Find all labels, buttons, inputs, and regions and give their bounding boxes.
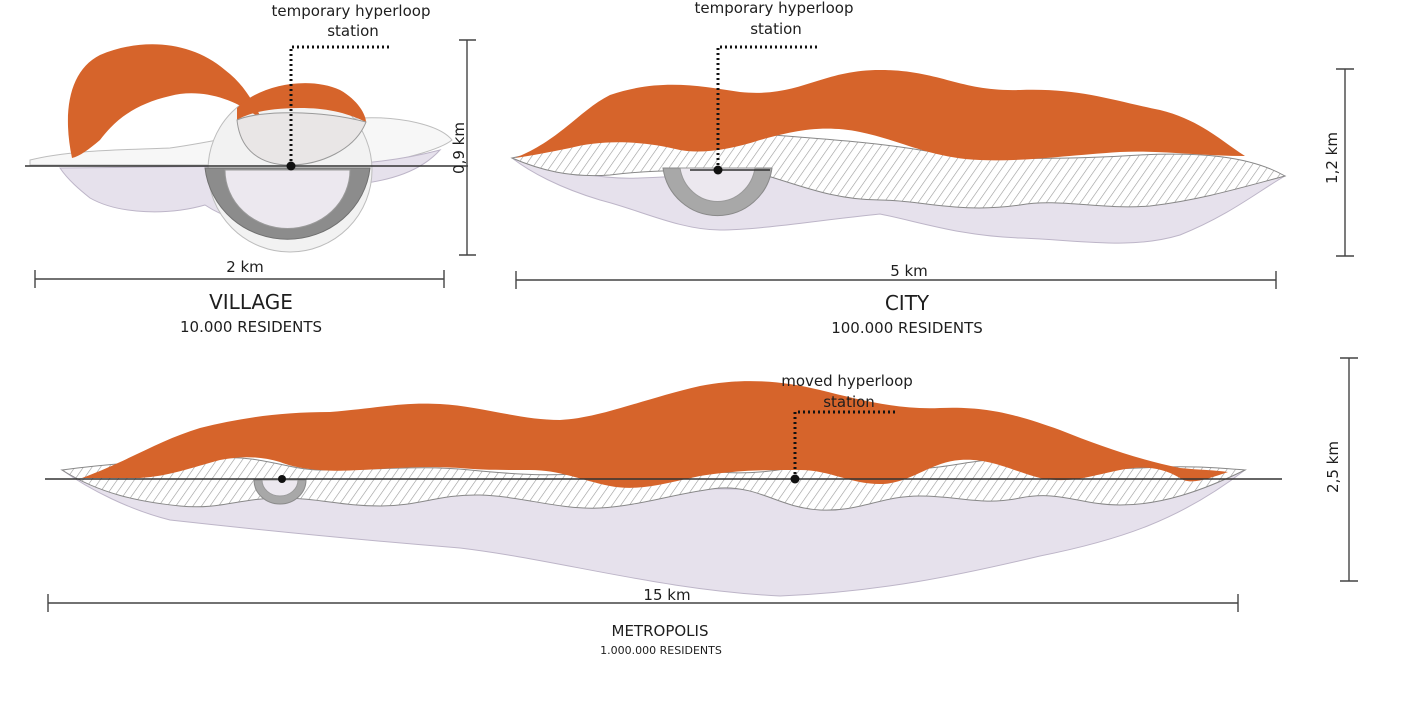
village-station-label: temporary hyperloop (272, 2, 431, 20)
city-width-label: 5 km (890, 262, 928, 280)
village-residents: 10.000 RESIDENTS (180, 318, 322, 336)
metropolis-station-dot (790, 474, 800, 484)
city-height-dimension (1336, 68, 1354, 257)
metropolis-station-label-2: station (823, 393, 875, 411)
metropolis-station-leader (793, 410, 895, 479)
city-station-label-2: station (750, 20, 802, 38)
metropolis-panel: moved hyperloop station 15 km 2,5 km MET… (45, 357, 1358, 657)
village-station-dot (286, 161, 296, 171)
metropolis-width-dimension (47, 594, 1239, 612)
village-title: VILLAGE (209, 290, 293, 314)
city-panel: temporary hyperloop station 5 km 1,2 km … (510, 0, 1354, 337)
city-title: CITY (885, 291, 930, 315)
metropolis-orange-zone (82, 381, 1228, 488)
city-station-dot (713, 165, 723, 175)
metropolis-height-label: 2,5 km (1324, 441, 1342, 493)
metropolis-old-station-dot (278, 475, 286, 483)
village-width-label: 2 km (226, 258, 264, 276)
city-orange-zone (515, 70, 1245, 161)
village-orange-dome (237, 83, 366, 122)
metropolis-title: METROPOLIS (612, 622, 709, 640)
metropolis-residents: 1.000.000 RESIDENTS (600, 644, 722, 657)
village-orange-crescent (67, 44, 262, 158)
metropolis-width-label: 15 km (643, 586, 690, 604)
village-height-dimension (459, 39, 476, 256)
village-station-leader (289, 45, 392, 166)
village-station-label-2: station (327, 22, 379, 40)
city-residents: 100.000 RESIDENTS (831, 319, 983, 337)
metropolis-height-dimension (1340, 357, 1358, 582)
village-panel: temporary hyperloop station 2 km 0,9 km … (25, 2, 476, 336)
city-height-label: 1,2 km (1323, 132, 1341, 184)
metropolis-station-label: moved hyperloop (781, 372, 913, 390)
village-height-label: 0,9 km (450, 122, 468, 174)
village-width-dimension (34, 270, 445, 288)
city-station-leader (716, 45, 818, 170)
city-station-label: temporary hyperloop (695, 0, 854, 17)
city-width-dimension (515, 271, 1277, 289)
